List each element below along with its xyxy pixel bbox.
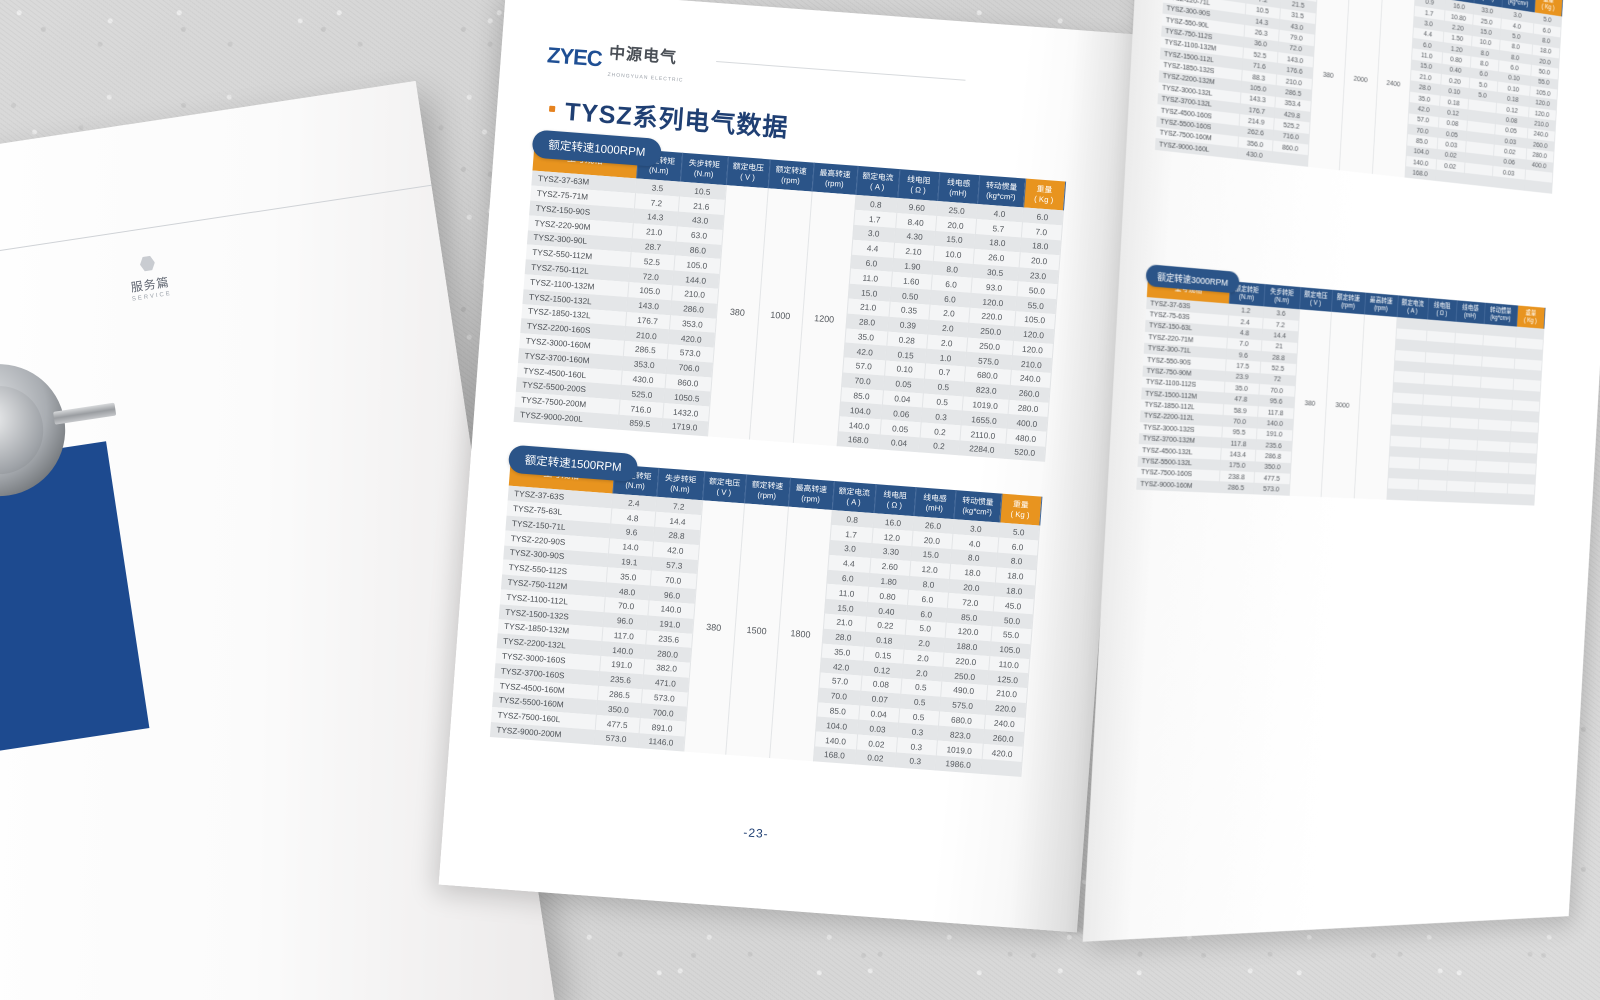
tech-row: 工作方式 S1、S2、S3 <box>0 966 94 1000</box>
cell-weight <box>1506 493 1535 506</box>
column-header: 线电感(mH) <box>937 172 980 205</box>
column-header: 线电阻( Ω ) <box>1427 297 1457 323</box>
data-table-3000rpm: 型号规格额定转矩(N.m)失步转矩(N.m)额定电压( V )额定转速(rpm)… <box>1136 274 1545 506</box>
cell-resistance: 0.02 <box>854 749 896 768</box>
title-bullet-icon <box>548 105 556 113</box>
cell-resistance: 0.04 <box>878 434 920 453</box>
logo-name-en: ZHONGYUAN ELECTRIC <box>607 71 684 84</box>
open-brochure: ZYEC 中源电气 ZHONGYUAN ELECTRIC TYSZ系列电气数据 … <box>432 0 1600 1000</box>
cell-inductance: 0.3 <box>894 752 936 771</box>
cell-current: 168.0 <box>836 431 880 450</box>
cell-weight <box>1523 180 1552 194</box>
cell-current: 168.0 <box>812 746 856 765</box>
cell-resistance <box>1416 490 1447 502</box>
cell-inertia <box>1473 492 1507 505</box>
column-header: 额定电压( V ) <box>1299 287 1333 313</box>
cell-current: 168.0 <box>1404 166 1436 181</box>
cell-model: TYSZ-9000-160M <box>1136 478 1219 493</box>
hexagon-icon <box>139 255 156 272</box>
column-header: 额定电流( A ) <box>1396 295 1429 320</box>
cell-stall-torque: 1719.0 <box>661 417 709 437</box>
table-block-3000rpm: 额定转速3000RPM 型号规格额定转矩(N.m)失步转矩(N.m)额定电压( … <box>1136 264 1545 506</box>
cell-inertia: 1986.0 <box>934 755 982 774</box>
column-header: 最高转速 (rpm) <box>811 162 858 196</box>
column-header: 额定转速 (rpm) <box>1330 289 1366 315</box>
table-block-1500rpm: 额定转速1500RPM 型号规格额定转矩(N.m)失步转矩(N.m)额定电压( … <box>489 444 1042 777</box>
column-header: 线电感(mH) <box>913 487 956 520</box>
cell-inductance: 0.2 <box>918 437 960 456</box>
nav-timeline-line <box>0 181 452 318</box>
logo-mark: ZYEC <box>546 42 603 72</box>
column-header: 额定电流( A ) <box>855 165 900 199</box>
nav-node-service[interactable]: 服务篇 SERVICE <box>130 255 172 303</box>
column-header: 线电阻( Ω ) <box>897 169 940 202</box>
column-header: 重量( Kg ) <box>1516 305 1545 330</box>
column-header: 线电阻( Ω ) <box>873 484 916 517</box>
cell-inductance <box>1463 173 1493 187</box>
technical-conditions-block: 技术条件 / TECHNICAL CONDITIONS 工作方式 S1、S2、S… <box>0 900 110 1000</box>
cell-rated-torque: 573.0 <box>593 729 639 748</box>
column-header: 转动惯量(kg*cm²) <box>953 490 1002 524</box>
data-table-1500rpm: 型号规格额定转矩(N.m)失步转矩(N.m)额定电压( V )额定转速(rpm)… <box>489 456 1042 777</box>
column-header: 转动惯量(kg*cm²) <box>1483 302 1518 327</box>
column-header: 失步转矩 (N.m) <box>1263 284 1301 310</box>
column-header: 额定转速 (rpm) <box>744 474 791 508</box>
column-header: 线电感(mH) <box>1455 300 1485 325</box>
cell-stall-torque: 573.0 <box>1252 483 1290 496</box>
column-header: 重量( Kg ) <box>1023 178 1066 211</box>
cell-stall-torque: 1146.0 <box>637 733 685 752</box>
column-header: 额定电压( V ) <box>702 471 747 504</box>
logo-name-cn: 中源电气 <box>608 44 678 68</box>
table-block-2000rpm: 额定转速2000RPM 型号规格额定转矩(N.m)失步转矩(N.m)额定电压( … <box>1154 0 1563 194</box>
company-logo: ZYEC 中源电气 ZHONGYUAN ELECTRIC <box>546 34 687 86</box>
column-header: 额定电流( A ) <box>831 481 876 514</box>
column-header: 最高转速 (rpm) <box>1364 292 1398 318</box>
right-page-24: 额定转速2000RPM 型号规格额定转矩(N.m)失步转矩(N.m)额定电压( … <box>1082 0 1600 942</box>
cell-resistance <box>1434 170 1464 184</box>
table-block-1000rpm: 额定转速1000RPM 型号规格额定转矩(N.m)失步转矩(N.m)额定电压( … <box>513 129 1066 462</box>
cell-weight: 520.0 <box>1004 443 1046 462</box>
cell-rated-torque: 286.5 <box>1218 481 1254 495</box>
column-header: 额定转速 (rpm) <box>767 159 814 193</box>
right-page-23: ZYEC 中源电气 ZHONGYUAN ELECTRIC TYSZ系列电气数据 … <box>438 0 1145 933</box>
column-header: 额定电压( V ) <box>725 156 770 189</box>
cell-weight <box>980 758 1022 777</box>
cell-rated-torque: 859.5 <box>617 414 663 433</box>
page-number-right: -23- <box>742 825 770 842</box>
column-header: 转动惯量(kg*cm²) <box>977 175 1026 208</box>
column-header: 重量( Kg ) <box>999 493 1042 527</box>
column-header: 最高转速 (rpm) <box>787 477 835 511</box>
column-header: 失步转矩 (N.m) <box>656 467 705 501</box>
cell-inertia: 2284.0 <box>958 440 1006 459</box>
data-table-1000rpm: 型号规格额定转矩(N.m)失步转矩(N.m)额定电压( V )额定转速(rpm)… <box>513 141 1066 462</box>
column-header: 失步转矩 (N.m) <box>680 152 729 186</box>
cell-inductance <box>1445 491 1475 504</box>
cell-current <box>1386 488 1418 501</box>
data-table-2000rpm: 型号规格额定转矩(N.m)失步转矩(N.m)额定电压( V )额定转速(rpm)… <box>1154 0 1563 194</box>
logo-divider <box>716 61 966 81</box>
